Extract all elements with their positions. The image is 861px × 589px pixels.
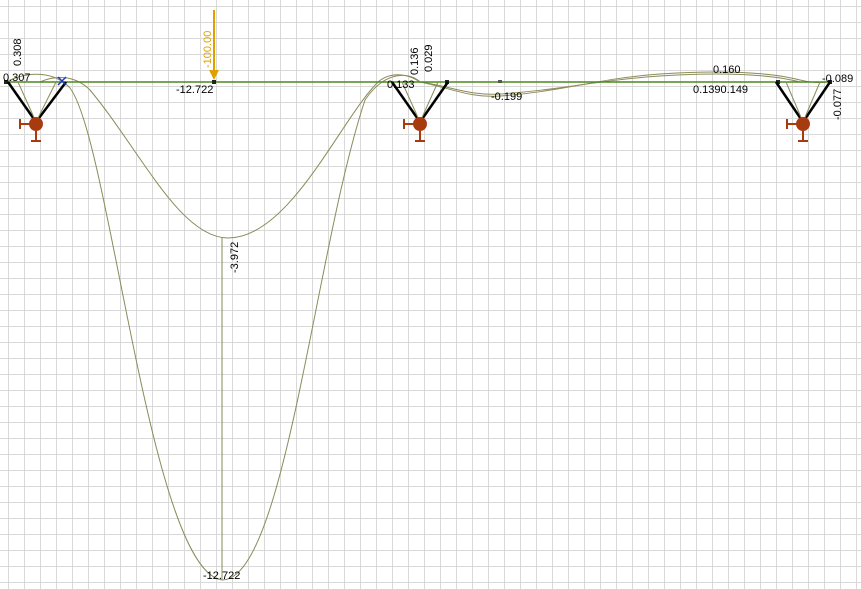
- deflection-curve-large: [5, 73, 421, 581]
- node-marker: [4, 80, 8, 84]
- span2-peak-label: 0.160: [713, 64, 741, 76]
- right-support-vertical-label: -0.077: [832, 89, 844, 120]
- left-support-side-label: 0.307: [3, 72, 31, 84]
- deflection-curve-span2: [419, 71, 831, 97]
- load-value-label: -100.00: [202, 31, 214, 68]
- deflection-curve-small: [39, 74, 421, 239]
- mid-support-b-label: 0.029: [423, 44, 435, 72]
- span1-bottom-label: -12.722: [203, 570, 240, 582]
- right-support-pin-support-icon: [774, 81, 832, 142]
- span2-negative-label: -0.199: [491, 91, 522, 103]
- hinge-x-icon: [57, 76, 67, 86]
- node-marker: [776, 80, 780, 84]
- span2-pair-label: 0.1390.149: [693, 84, 748, 96]
- span1-beam-label: -12.722: [176, 84, 213, 96]
- mid-support-a-label: 0.136: [409, 47, 421, 75]
- deflection-curve-span2-b: [419, 73, 801, 95]
- node-marker: [498, 80, 502, 83]
- left-support-top-label: 0.308: [12, 38, 24, 66]
- node-marker: [212, 80, 216, 84]
- middle-support-pin-support-icon: [390, 81, 450, 142]
- right-support-side-label: -0.089: [822, 73, 853, 85]
- load-arrow-down-icon: [209, 10, 219, 80]
- span1-mid-label: -3.972: [229, 242, 241, 273]
- mid-support-side-label: 0.133: [387, 79, 415, 91]
- left-support-pin-support-icon: [6, 81, 67, 142]
